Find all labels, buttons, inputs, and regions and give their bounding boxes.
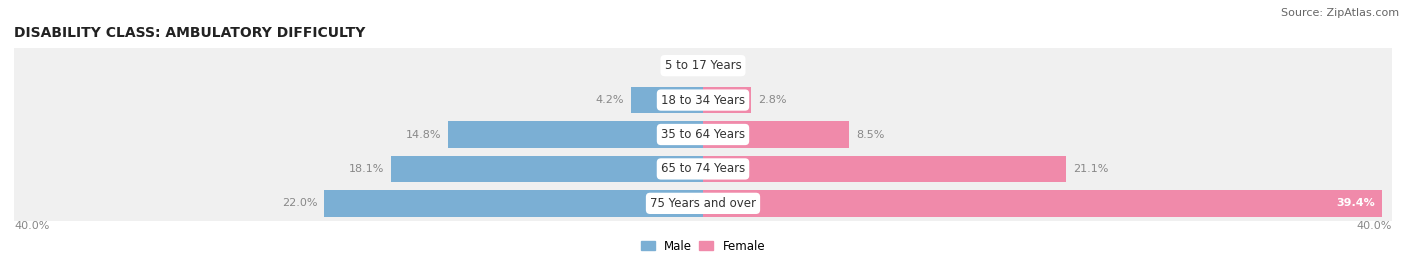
Text: 35 to 64 Years: 35 to 64 Years <box>661 128 745 141</box>
Text: 65 to 74 Years: 65 to 74 Years <box>661 162 745 175</box>
Text: Source: ZipAtlas.com: Source: ZipAtlas.com <box>1281 8 1399 18</box>
Bar <box>323 190 703 217</box>
Bar <box>14 83 1392 117</box>
Text: 75 Years and over: 75 Years and over <box>650 197 756 210</box>
Text: 40.0%: 40.0% <box>14 221 49 231</box>
Bar <box>631 87 703 114</box>
Text: 40.0%: 40.0% <box>1357 221 1392 231</box>
Text: 5 to 17 Years: 5 to 17 Years <box>665 59 741 72</box>
Bar <box>14 117 1392 152</box>
Bar <box>703 87 751 114</box>
Text: 8.5%: 8.5% <box>856 129 884 140</box>
Text: 18 to 34 Years: 18 to 34 Years <box>661 94 745 107</box>
Bar <box>449 121 703 148</box>
Bar <box>14 186 1392 221</box>
Text: DISABILITY CLASS: AMBULATORY DIFFICULTY: DISABILITY CLASS: AMBULATORY DIFFICULTY <box>14 26 366 40</box>
Text: 22.0%: 22.0% <box>281 198 318 208</box>
Bar <box>703 155 1066 182</box>
Text: 18.1%: 18.1% <box>349 164 384 174</box>
Text: 0.0%: 0.0% <box>711 61 740 71</box>
Text: 21.1%: 21.1% <box>1073 164 1109 174</box>
Bar <box>14 152 1392 186</box>
Bar <box>14 48 1392 83</box>
Legend: Male, Female: Male, Female <box>641 240 765 253</box>
Bar <box>391 155 703 182</box>
Text: 4.2%: 4.2% <box>595 95 624 105</box>
Text: 0.0%: 0.0% <box>666 61 695 71</box>
Text: 2.8%: 2.8% <box>758 95 786 105</box>
Bar <box>703 121 849 148</box>
Text: 39.4%: 39.4% <box>1336 198 1375 208</box>
Bar <box>703 190 1382 217</box>
Text: 14.8%: 14.8% <box>406 129 441 140</box>
